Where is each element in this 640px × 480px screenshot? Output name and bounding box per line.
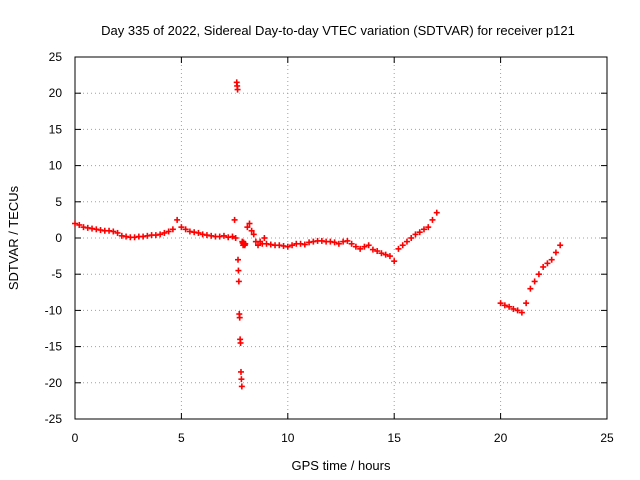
grid bbox=[75, 57, 607, 419]
data-point bbox=[235, 256, 242, 263]
data-point bbox=[174, 216, 181, 223]
data-point bbox=[357, 245, 364, 252]
data-point bbox=[169, 226, 176, 233]
data-point bbox=[429, 216, 436, 223]
data-point bbox=[236, 314, 243, 321]
x-tick-label: 20 bbox=[494, 431, 508, 445]
data-point bbox=[348, 240, 355, 247]
data-point bbox=[506, 303, 513, 310]
data-point bbox=[412, 231, 419, 238]
data-point bbox=[250, 231, 257, 238]
data-point bbox=[76, 221, 83, 228]
data-point bbox=[395, 245, 402, 252]
data-point bbox=[433, 209, 440, 216]
data-point bbox=[344, 237, 351, 244]
y-tick-label: 25 bbox=[49, 50, 63, 64]
data-point bbox=[408, 235, 415, 241]
y-tick-label: -10 bbox=[45, 303, 63, 317]
data-point bbox=[518, 309, 525, 316]
data-point bbox=[165, 228, 172, 235]
data-point bbox=[235, 278, 242, 285]
data-point bbox=[497, 300, 504, 307]
y-tick-label: 10 bbox=[49, 159, 63, 173]
data-point bbox=[399, 242, 406, 249]
data-point bbox=[548, 256, 555, 263]
data-point bbox=[557, 242, 564, 249]
data-point bbox=[544, 260, 551, 267]
data-point bbox=[255, 242, 262, 249]
data-point bbox=[235, 267, 242, 274]
data-point bbox=[514, 307, 521, 314]
data-point bbox=[161, 229, 168, 236]
data-point bbox=[301, 241, 308, 248]
data-point bbox=[391, 258, 398, 265]
data-point bbox=[386, 253, 393, 260]
chart-title: Day 335 of 2022, Sidereal Day-to-day VTE… bbox=[101, 23, 575, 38]
axis-ticks: 0 5 10 15 20 25 25 20 15 10 5 0 -5 -10 -15 -20 -25 bbox=[45, 50, 614, 445]
x-tick-label: 0 bbox=[72, 431, 79, 445]
data-point bbox=[552, 249, 559, 256]
data-point bbox=[416, 229, 423, 236]
data-point bbox=[540, 263, 547, 270]
data-point bbox=[237, 339, 244, 346]
data-point bbox=[425, 224, 432, 231]
data-point bbox=[237, 368, 244, 375]
data-point bbox=[284, 243, 291, 250]
data-point bbox=[220, 232, 227, 239]
data-point bbox=[501, 302, 508, 309]
data-point bbox=[535, 271, 542, 278]
data-point bbox=[403, 238, 410, 245]
y-tick-label: 15 bbox=[49, 122, 63, 136]
data-point bbox=[157, 231, 164, 238]
data-point bbox=[248, 227, 255, 234]
x-axis-label: GPS time / hours bbox=[292, 458, 391, 473]
y-tick-label: -25 bbox=[45, 412, 63, 426]
data-point bbox=[110, 228, 117, 235]
data-point bbox=[238, 376, 245, 383]
data-point bbox=[374, 248, 381, 255]
data-point bbox=[420, 226, 427, 233]
data-point bbox=[242, 240, 249, 247]
data-point bbox=[510, 305, 517, 312]
data-point bbox=[335, 240, 342, 247]
data-point bbox=[229, 233, 236, 240]
data-point bbox=[378, 250, 385, 257]
x-tick-label: 25 bbox=[600, 431, 614, 445]
data-point bbox=[523, 300, 530, 307]
y-tick-label: 5 bbox=[55, 195, 62, 209]
y-tick-label: -20 bbox=[45, 376, 63, 390]
y-axis-label: SDTVAR / TECUs bbox=[6, 185, 21, 290]
data-point bbox=[382, 251, 389, 258]
data-point bbox=[238, 383, 245, 390]
data-series-sdtvar bbox=[72, 79, 564, 390]
data-point bbox=[232, 235, 239, 241]
data-point bbox=[531, 278, 538, 285]
x-tick-label: 10 bbox=[281, 431, 295, 445]
x-tick-label: 15 bbox=[388, 431, 402, 445]
data-point bbox=[231, 216, 238, 223]
data-point bbox=[114, 229, 121, 236]
y-tick-label: -15 bbox=[45, 340, 63, 354]
data-point bbox=[361, 243, 368, 250]
data-point bbox=[195, 229, 202, 236]
data-point bbox=[352, 243, 359, 250]
data-point bbox=[261, 235, 268, 241]
x-tick-label: 5 bbox=[178, 431, 185, 445]
data-point bbox=[246, 220, 253, 227]
y-tick-label: -5 bbox=[51, 267, 62, 281]
y-tick-label: 20 bbox=[49, 86, 63, 100]
data-point bbox=[234, 86, 241, 93]
y-tick-label: 0 bbox=[55, 231, 62, 245]
data-point bbox=[365, 242, 372, 249]
data-point bbox=[289, 242, 296, 249]
data-point bbox=[369, 246, 376, 253]
data-point bbox=[331, 239, 338, 246]
data-point bbox=[178, 224, 185, 231]
data-point bbox=[182, 226, 189, 233]
data-point bbox=[244, 224, 251, 231]
data-point bbox=[72, 220, 78, 227]
data-point bbox=[527, 285, 534, 292]
